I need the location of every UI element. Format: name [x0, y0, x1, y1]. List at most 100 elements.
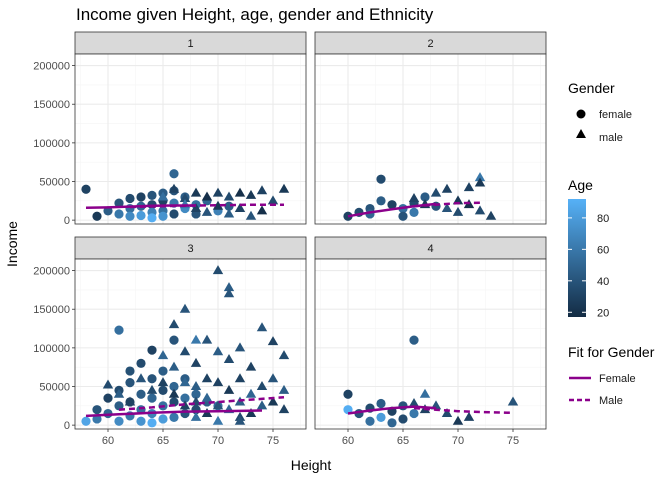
data-point-female: [343, 389, 353, 399]
data-point-female: [365, 416, 375, 426]
y-tick-label: 150000: [33, 99, 70, 111]
data-point-male: [212, 377, 224, 387]
data-point-female: [136, 389, 146, 399]
data-point-female: [158, 385, 168, 395]
data-point-male: [245, 210, 257, 220]
panel-border: [314, 258, 547, 430]
data-point-male: [223, 191, 235, 201]
facet-strip-label: 2: [427, 38, 433, 50]
data-point-male: [441, 203, 453, 213]
data-point-male: [124, 396, 136, 406]
data-point-male: [212, 265, 224, 275]
panel-border: [74, 53, 307, 225]
data-point-male: [245, 189, 257, 199]
data-point-male: [113, 388, 125, 398]
x-tick-label: 60: [102, 435, 114, 447]
data-point-male: [190, 411, 202, 421]
data-point-male: [267, 396, 279, 406]
data-point-male: [201, 373, 213, 383]
data-point-female: [158, 211, 168, 221]
data-point-female: [169, 209, 179, 219]
y-tick-label: 50000: [39, 177, 70, 189]
data-point-male: [179, 346, 191, 356]
data-point-female: [398, 414, 408, 424]
data-point-male: [234, 415, 246, 425]
data-point-female: [114, 416, 124, 426]
data-point-female: [409, 207, 419, 218]
data-point-male: [474, 205, 486, 215]
data-point-female: [387, 418, 397, 428]
data-point-female: [114, 198, 124, 208]
legend-fit-male: Male: [599, 395, 623, 407]
facet-panel-3: 3 0 50000 100000 150000 200000 60 65 70 75: [33, 236, 307, 447]
data-point-male: [212, 400, 224, 410]
data-point-male: [212, 415, 224, 425]
fit-line-male: [118, 396, 285, 411]
data-point-female: [147, 190, 157, 201]
data-point-male: [223, 282, 235, 292]
data-point-male: [234, 342, 246, 352]
data-point-female: [147, 418, 157, 428]
facet-panel-1: 1 0 50000 100000 150000 200000: [33, 31, 307, 227]
legend-female-marker: [576, 109, 586, 119]
data-point-female: [158, 414, 168, 424]
data-point-female: [147, 345, 157, 355]
data-point-male: [256, 400, 268, 410]
fit-line-male: [413, 201, 481, 208]
legend: Gender female male Age 20 40 60 80 Fit for …: [568, 80, 655, 407]
age-tick-label: 80: [597, 213, 609, 225]
data-point-male: [168, 361, 180, 371]
y-tick-label: 200000: [33, 266, 70, 278]
facet-strip-label: 3: [187, 243, 193, 255]
y-tick-label: 0: [64, 420, 70, 432]
legend-age-title: Age: [568, 177, 593, 193]
data-point-male: [267, 195, 279, 205]
data-point-male: [245, 361, 257, 371]
data-point-male: [135, 373, 147, 383]
data-point-female: [169, 335, 179, 345]
data-point-male: [201, 334, 213, 344]
data-point-male: [452, 415, 464, 425]
data-point-female: [125, 193, 135, 204]
x-tick-label: 75: [507, 435, 519, 447]
data-point-female: [81, 184, 91, 194]
y-tick-label: 0: [64, 215, 70, 227]
data-point-male: [168, 388, 180, 398]
data-point-male: [463, 411, 475, 421]
data-point-male: [441, 408, 453, 418]
fit-line-male: [129, 203, 284, 209]
data-point-male: [278, 384, 290, 394]
y-tick-label: 100000: [33, 343, 70, 355]
fit-line-male: [413, 406, 514, 415]
data-point-female: [398, 211, 408, 221]
data-point-female: [169, 381, 179, 392]
data-point-male: [190, 203, 202, 213]
data-point-female: [103, 393, 113, 403]
x-tick-label: 65: [397, 435, 409, 447]
data-point-female: [376, 412, 386, 423]
data-point-male: [507, 396, 519, 406]
data-point-male: [201, 191, 213, 201]
data-point-male: [146, 384, 158, 394]
data-point-female: [147, 213, 157, 223]
age-tick-label: 40: [597, 276, 609, 288]
data-point-male: [256, 322, 268, 332]
data-point-female: [125, 366, 135, 376]
data-point-female: [136, 358, 146, 368]
data-point-male: [485, 210, 497, 220]
data-point-female: [180, 393, 190, 403]
data-point-male: [223, 288, 235, 298]
data-point-female: [136, 210, 146, 221]
legend-gender-female: female: [599, 109, 632, 121]
age-tick-label: 20: [597, 307, 609, 319]
data-point-male: [256, 185, 268, 195]
data-point-male: [179, 377, 191, 387]
legend-gender-male: male: [599, 132, 623, 144]
data-point-female: [114, 209, 124, 219]
data-point-female: [92, 211, 102, 221]
fit-line-female: [85, 409, 263, 418]
data-point-female: [191, 389, 201, 399]
legend-fit-female: Female: [599, 373, 636, 385]
data-point-male: [212, 200, 224, 210]
